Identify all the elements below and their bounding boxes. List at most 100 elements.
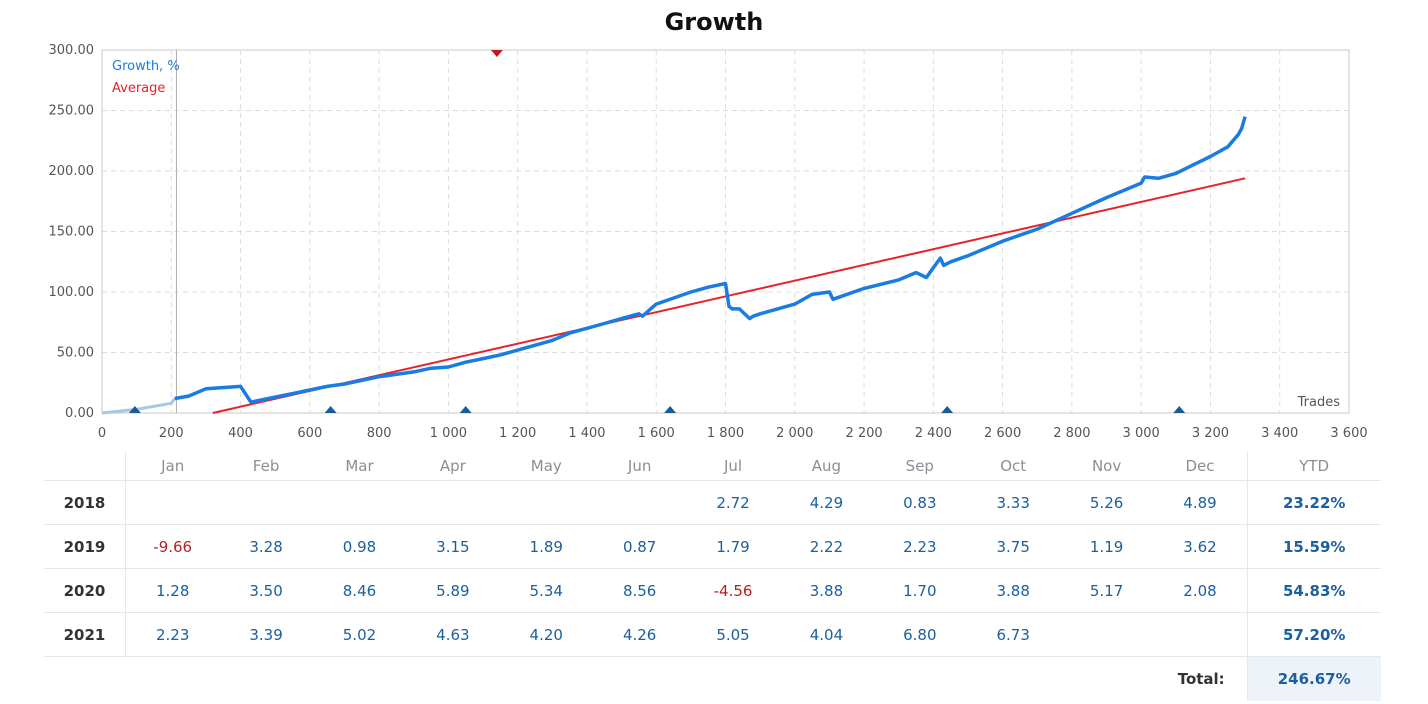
month-header: Apr	[406, 452, 500, 481]
x-tick-label: 400	[228, 426, 253, 441]
x-tick-label: 800	[367, 426, 392, 441]
legend-average: Average	[112, 81, 165, 96]
month-value	[1059, 612, 1154, 657]
month-value	[406, 480, 500, 525]
month-value	[219, 480, 313, 525]
month-value: 1.79	[686, 524, 780, 569]
month-value: 8.46	[312, 568, 407, 613]
ytd-value: 57.20%	[1246, 612, 1381, 657]
trade-marker-bottom	[1173, 406, 1186, 413]
month-value: 0.98	[312, 524, 407, 569]
trade-marker-bottom	[459, 406, 472, 413]
x-tick-label: 2 800	[1053, 426, 1090, 441]
month-value: 4.26	[592, 612, 687, 657]
table-row: 2018 2.72 4.29 0.83 3.33 5.26 4.89 23.22%	[44, 480, 1381, 525]
grid-lines	[102, 50, 1349, 413]
month-value: 3.62	[1153, 524, 1248, 569]
month-value: 6.73	[966, 612, 1060, 657]
ytd-value: 54.83%	[1246, 568, 1381, 613]
x-tick-label: 3 200	[1192, 426, 1229, 441]
month-value: 4.20	[499, 612, 593, 657]
x-tick-label: 2 400	[915, 426, 952, 441]
month-header: Jul	[686, 452, 780, 481]
month-value: 3.15	[406, 524, 500, 569]
month-value: 4.04	[779, 612, 874, 657]
x-tick-label: 600	[297, 426, 322, 441]
legend-growth: Growth, %	[112, 59, 180, 74]
month-value: 4.89	[1153, 480, 1248, 525]
x-tick-label: 3 600	[1330, 426, 1367, 441]
month-value: 5.17	[1059, 568, 1154, 613]
month-value: 3.88	[779, 568, 874, 613]
row-year: 2020	[44, 568, 126, 613]
month-value: 5.02	[312, 612, 407, 657]
month-value	[499, 480, 593, 525]
month-value: 3.33	[966, 480, 1060, 525]
y-tick-label: 200.00	[49, 164, 95, 179]
month-value: 2.23	[873, 524, 967, 569]
x-tick-label: 3 400	[1261, 426, 1298, 441]
month-value: 4.63	[406, 612, 500, 657]
total-label: Total:	[1177, 670, 1225, 688]
month-header: Aug	[779, 452, 874, 481]
month-header: Sep	[873, 452, 967, 481]
x-axis-ticks: 0 200 400 600 800 1 000 1 200 1 400 1 600 1 800 2 …	[98, 426, 1368, 441]
month-value: 5.05	[686, 612, 780, 657]
month-value: -4.56	[686, 568, 780, 613]
month-value: -9.66	[125, 524, 220, 569]
month-value: 2.22	[779, 524, 874, 569]
month-value: 2.23	[125, 612, 220, 657]
month-value: 0.87	[592, 524, 687, 569]
x-tick-label: 2 200	[845, 426, 882, 441]
month-value: 3.50	[219, 568, 313, 613]
month-value: 1.28	[125, 568, 220, 613]
trade-marker-bottom	[128, 406, 141, 413]
y-tick-label: 0.00	[65, 406, 94, 421]
x-tick-label: 2 000	[776, 426, 813, 441]
row-year: 2019	[44, 524, 126, 569]
y-tick-label: 250.00	[49, 104, 95, 119]
row-year: 2018	[44, 480, 126, 525]
row-year: 2021	[44, 612, 126, 657]
month-header: Dec	[1153, 452, 1248, 481]
trade-marker-top	[490, 50, 503, 57]
trade-marker-bottom	[664, 406, 677, 413]
month-value: 3.39	[219, 612, 313, 657]
trade-marker-bottom	[941, 406, 954, 413]
month-header: May	[499, 452, 593, 481]
total-row: Total: 246.67%	[44, 656, 1381, 701]
month-value: 5.89	[406, 568, 500, 613]
y-tick-label: 150.00	[49, 225, 95, 240]
growth-line	[174, 116, 1247, 404]
x-tick-label: 2 600	[984, 426, 1021, 441]
month-header: Mar	[312, 452, 407, 481]
month-value: 6.80	[873, 612, 967, 657]
month-value: 1.70	[873, 568, 967, 613]
month-value: 5.26	[1059, 480, 1154, 525]
x-axis-label: Trades	[1297, 395, 1341, 410]
y-axis-ticks: 0.00 50.00 100.00 150.00 200.00 250.00 300.00	[49, 43, 95, 421]
month-value	[592, 480, 687, 525]
month-value: 1.19	[1059, 524, 1154, 569]
month-value	[1153, 612, 1248, 657]
growth-chart: 0 200 400 600 800 1 000 1 200 1 400 1 600 1 800 2 …	[49, 43, 1368, 441]
growth-line-initial	[101, 397, 176, 415]
month-value: 3.28	[219, 524, 313, 569]
x-tick-label: 1 800	[707, 426, 744, 441]
total-value: 246.67%	[1246, 656, 1381, 701]
x-tick-label: 200	[159, 426, 184, 441]
month-header: Oct	[966, 452, 1060, 481]
x-tick-label: 3 000	[1123, 426, 1160, 441]
x-tick-label: 1 600	[638, 426, 675, 441]
month-header: Feb	[219, 452, 313, 481]
monthly-returns-table: Jan Feb Mar Apr May Jun Jul Aug Sep Oct Nov Dec YTD 2…	[44, 452, 1381, 701]
trade-marker-bottom	[324, 406, 337, 413]
chart-title: Growth	[664, 8, 764, 36]
ytd-value: 23.22%	[1246, 480, 1381, 525]
table-row: 2021 2.23 3.39 5.02 4.63 4.20 4.26 5.05 4.04 6.80…	[44, 612, 1381, 657]
month-value: 2.72	[686, 480, 780, 525]
month-header: Jan	[125, 452, 220, 481]
month-header: Nov	[1059, 452, 1154, 481]
ytd-value: 15.59%	[1246, 524, 1381, 569]
table-header-row: Jan Feb Mar Apr May Jun Jul Aug Sep Oct Nov Dec YTD	[44, 452, 1381, 481]
